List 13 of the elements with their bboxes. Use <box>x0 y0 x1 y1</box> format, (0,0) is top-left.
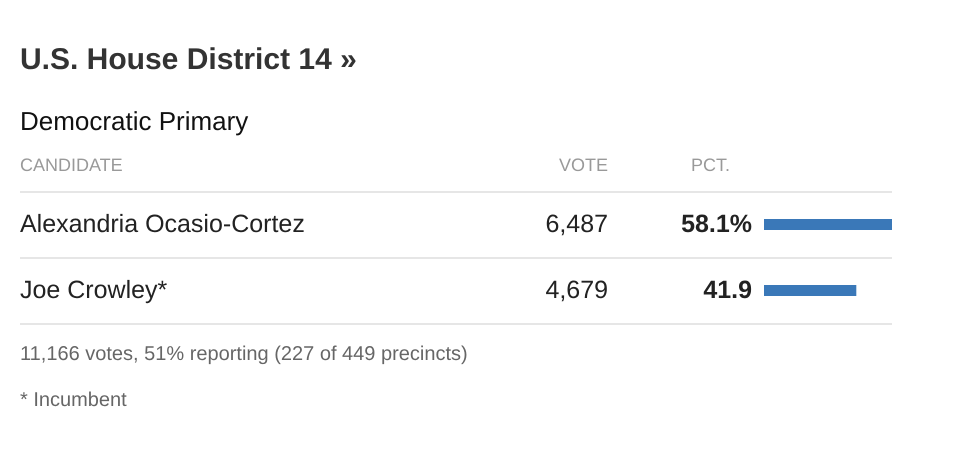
text: Democratic Primary <box>20 106 248 136</box>
text: 11,166 votes, 51% reporting (227 of 449 precincts) <box>20 343 468 365</box>
text: PCT. <box>690 155 730 175</box>
data-label: 58.1% <box>681 210 752 238</box>
text: * Incumbent <box>20 389 128 411</box>
data-label: 41.9 <box>703 276 752 304</box>
text: 6,487 <box>545 210 608 238</box>
text: CANDIDATE <box>20 155 123 175</box>
y-tick-label: Alexandria Ocasio-Cortez <box>20 210 305 238</box>
y-tick-label: Joe Crowley* <box>20 276 168 304</box>
text: 4,679 <box>545 276 608 304</box>
text: VOTE <box>558 155 608 175</box>
text: U.S. House District 14 » <box>20 43 357 76</box>
